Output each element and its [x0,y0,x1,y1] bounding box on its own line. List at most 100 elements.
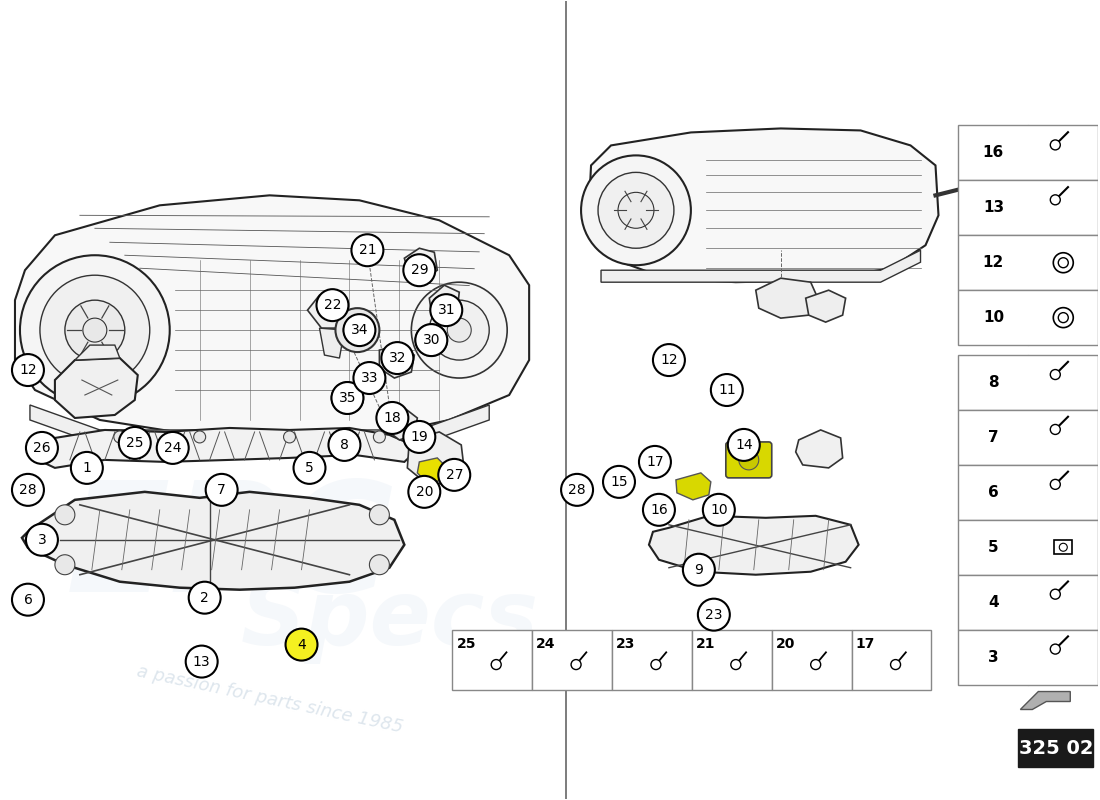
Circle shape [430,294,462,326]
Circle shape [1050,425,1060,434]
FancyBboxPatch shape [726,442,772,478]
Bar [692,630,772,690]
Text: 6: 6 [23,593,32,606]
Circle shape [351,234,384,266]
Circle shape [811,659,821,670]
Circle shape [651,659,661,670]
Circle shape [404,254,436,286]
Bar [958,235,1098,290]
Text: 24: 24 [164,441,182,455]
Circle shape [697,598,729,630]
Circle shape [1050,589,1060,599]
Circle shape [331,382,363,414]
Text: 7: 7 [218,483,226,497]
Circle shape [317,289,349,321]
Text: 25: 25 [126,436,143,450]
Circle shape [416,324,448,356]
Text: 19: 19 [410,430,428,444]
Polygon shape [353,365,382,393]
Text: 5: 5 [988,540,999,554]
Text: 30: 30 [422,333,440,347]
Polygon shape [75,345,120,360]
Text: 23: 23 [705,608,723,622]
Circle shape [411,282,507,378]
Text: 26: 26 [33,441,51,455]
Polygon shape [805,290,846,322]
Circle shape [189,582,221,614]
Circle shape [653,344,685,376]
Circle shape [1050,140,1060,150]
Circle shape [206,474,238,506]
Circle shape [1059,543,1067,551]
Circle shape [373,431,385,443]
Polygon shape [15,195,529,440]
Text: 29: 29 [410,263,428,278]
Text: 16: 16 [650,503,668,517]
Text: 2: 2 [200,590,209,605]
Circle shape [1050,370,1060,379]
Circle shape [728,429,760,461]
Bar [958,465,1098,520]
Text: 8: 8 [340,438,349,452]
Circle shape [639,446,671,478]
Text: 27: 27 [446,468,463,482]
Text: 8: 8 [988,375,999,390]
Polygon shape [30,405,489,445]
Text: 35: 35 [339,391,356,405]
Text: 12: 12 [660,353,678,367]
Circle shape [286,629,318,661]
Text: 12: 12 [982,255,1004,270]
Circle shape [730,659,740,670]
Circle shape [1050,195,1060,205]
Bar [958,180,1098,235]
Circle shape [340,391,354,405]
Text: 14: 14 [735,438,752,452]
Text: 7: 7 [988,430,999,445]
Circle shape [156,432,189,464]
Polygon shape [405,248,438,278]
Circle shape [353,362,385,394]
Circle shape [351,324,363,336]
Circle shape [683,554,715,586]
Polygon shape [429,285,460,318]
Circle shape [82,318,107,342]
Text: 16: 16 [982,146,1004,160]
Text: 325 02: 325 02 [1019,739,1093,758]
Circle shape [1054,308,1074,328]
Text: 17: 17 [646,455,663,469]
Circle shape [294,452,326,484]
Text: 28: 28 [19,483,36,497]
Circle shape [429,300,490,360]
Polygon shape [386,408,417,440]
Text: 31: 31 [438,303,455,317]
Text: 23: 23 [616,637,636,650]
Circle shape [644,494,675,526]
Polygon shape [379,345,415,378]
Circle shape [438,459,470,491]
Text: 10: 10 [710,503,728,517]
Circle shape [370,505,389,525]
Bar [958,355,1098,410]
Bar [532,630,612,690]
Polygon shape [756,278,818,318]
Polygon shape [55,358,138,418]
Text: 10: 10 [982,310,1004,325]
Polygon shape [22,492,405,590]
Circle shape [711,374,742,406]
Text: 13: 13 [982,200,1004,215]
Bar [1054,540,1072,554]
Text: 21: 21 [696,637,716,650]
Circle shape [739,450,759,470]
Circle shape [12,474,44,506]
Circle shape [65,300,124,360]
Circle shape [343,316,372,344]
Text: 17: 17 [856,637,876,650]
Circle shape [598,172,674,248]
Text: 1: 1 [82,461,91,475]
Polygon shape [407,432,464,485]
Polygon shape [319,328,344,358]
Bar [958,520,1098,574]
Circle shape [891,659,901,670]
Text: 25: 25 [456,637,476,650]
Bar [958,290,1098,345]
